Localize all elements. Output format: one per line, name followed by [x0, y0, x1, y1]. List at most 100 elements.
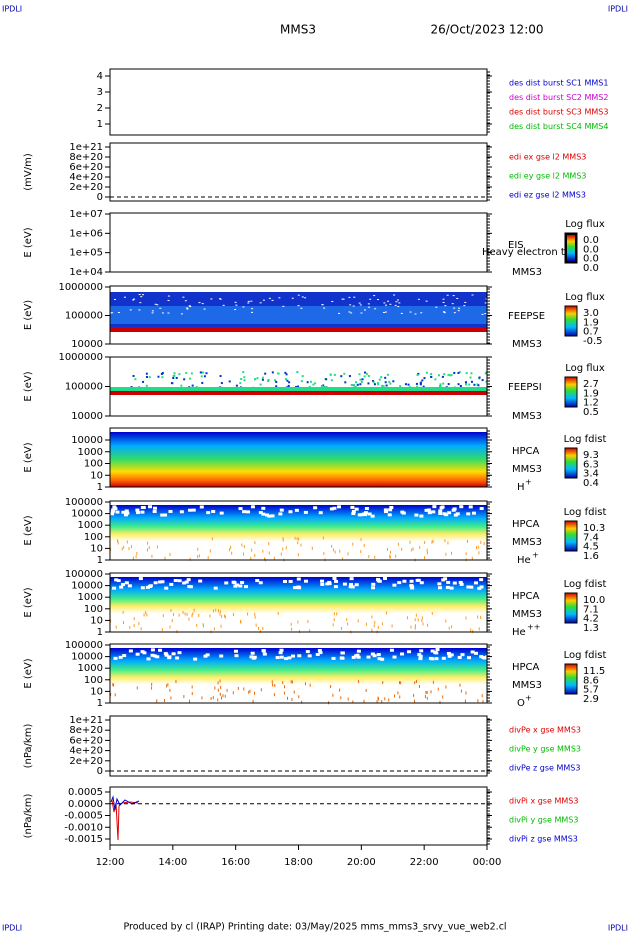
spectrogram-speck — [435, 648, 440, 652]
spectrogram-speck — [447, 541, 449, 545]
spectrogram-speck — [377, 383, 380, 386]
spectrogram-speck — [348, 583, 353, 587]
spectrogram-speck — [332, 693, 334, 697]
species-charge: + — [532, 551, 539, 560]
spectrogram-speck — [140, 586, 145, 590]
y-tick-label: 8e+20 — [69, 152, 103, 163]
spectrogram-speck — [240, 620, 242, 624]
spectrogram-speck — [311, 546, 313, 550]
colorbar-tick-label: 0.5 — [583, 407, 599, 418]
spectrogram-speck — [472, 629, 474, 633]
spectrogram-speck — [217, 688, 219, 692]
colorbar-title: Log flux — [565, 363, 605, 374]
spectrogram-speck — [155, 655, 160, 659]
colorbar-title: Log fdist — [564, 507, 607, 518]
spectrogram-speck — [329, 507, 334, 511]
y-tick-label: 4e+20 — [69, 172, 103, 183]
spectrogram-speck — [351, 655, 356, 659]
spectrogram-speck — [477, 545, 479, 549]
spectrogram-speck — [191, 508, 196, 512]
spectrogram-speck — [470, 628, 472, 632]
spectrogram-speck — [264, 557, 266, 561]
spectrogram-speck — [458, 371, 461, 374]
spectrogram-speck — [253, 691, 255, 695]
y-tick-label: 100 — [84, 459, 103, 470]
spectrogram-speck — [138, 309, 141, 311]
spectrogram-speck — [382, 681, 384, 685]
spectrogram-speck — [117, 539, 119, 543]
y-tick-label: 100000 — [65, 382, 103, 393]
spectrogram-speck — [192, 612, 194, 616]
spectrogram-speck — [217, 698, 219, 702]
spectrogram-speck — [359, 304, 362, 306]
spectrogram-speck — [170, 382, 173, 385]
spectrogram-speck — [481, 379, 484, 382]
spectrogram-speck — [421, 619, 423, 623]
spectrogram-speck — [393, 694, 395, 698]
spacecraft-label: MMS3 — [512, 267, 542, 278]
spectrogram-speck — [419, 382, 422, 385]
spectrogram-speck — [138, 622, 140, 626]
spectrogram-speck — [238, 507, 243, 511]
spectrogram-speck — [219, 511, 224, 515]
spectrogram-speck — [467, 656, 472, 660]
spectrogram-speck — [145, 610, 147, 614]
spectrogram-speck — [365, 622, 367, 626]
spectrogram-speck — [312, 383, 315, 386]
spectrogram-speck — [327, 580, 332, 584]
spectrogram-speck — [175, 656, 180, 660]
spectrogram-speck — [372, 379, 375, 382]
spectrogram-speck — [211, 537, 213, 541]
spectrogram-speck — [482, 700, 484, 704]
spectrogram-speck — [283, 657, 288, 661]
spectrogram-speck — [478, 551, 480, 555]
y-tick-label: 1 — [97, 698, 103, 709]
spectrogram-speck — [283, 691, 285, 695]
colorbar-tick-label: 0.0 — [583, 235, 599, 246]
spectrogram-speck — [157, 375, 160, 378]
spectrogram-speck — [207, 556, 209, 560]
spectrogram-speck — [171, 652, 176, 656]
y-tick-label: 6e+20 — [69, 735, 103, 746]
colorbar-tick-label: 1.6 — [583, 551, 599, 562]
spectrogram-speck — [395, 554, 397, 558]
spectrogram-speck — [360, 381, 363, 384]
spectrogram-speck — [430, 690, 432, 694]
spectrogram-speck — [325, 378, 328, 381]
spectrogram-speck — [309, 683, 311, 687]
footer-text: Produced by cl (IRAP) Printing date: 03/… — [123, 922, 506, 933]
spectrogram-speck — [415, 578, 420, 582]
spectrogram-speck — [453, 312, 456, 314]
spectrogram-speck — [282, 538, 284, 542]
spectrogram-speck — [145, 375, 148, 378]
y-tick-label: 2 — [97, 103, 103, 114]
spectrogram-speck — [234, 301, 237, 303]
y-tick-label: 1000 — [78, 592, 103, 603]
y-axis-label: E (eV) — [23, 587, 34, 617]
y-tick-label: 100000 — [65, 497, 103, 508]
y-tick-label: 10000 — [71, 509, 103, 520]
spectrogram-speck — [465, 552, 467, 556]
spectrogram-speck — [350, 505, 355, 509]
spectrogram-speck — [304, 297, 307, 299]
spectrogram-speck — [422, 622, 424, 626]
spectrogram-speck — [219, 375, 222, 378]
spectrogram-speck — [442, 382, 445, 385]
colorbar-tick-label: 3.0 — [583, 308, 599, 319]
spectrogram-speck — [138, 294, 141, 296]
spectrogram-speck — [258, 511, 263, 515]
spectrogram-speck — [219, 654, 224, 658]
spectrogram-speck — [309, 629, 311, 633]
y-tick-label: 6e+20 — [69, 162, 103, 173]
y-tick-label: 100 — [84, 604, 103, 615]
spectrogram-speck — [280, 552, 282, 556]
spectrogram-speck — [484, 302, 487, 304]
spectrogram-speck — [309, 380, 312, 383]
spectrogram-speck — [152, 506, 157, 510]
spectrogram-speck — [426, 696, 428, 700]
spectrogram-speck — [337, 505, 342, 509]
spectrogram-speck — [365, 688, 367, 692]
spectrogram-speck — [380, 376, 383, 379]
spectrogram-speck — [358, 373, 361, 376]
spectrogram-speck — [140, 296, 143, 298]
